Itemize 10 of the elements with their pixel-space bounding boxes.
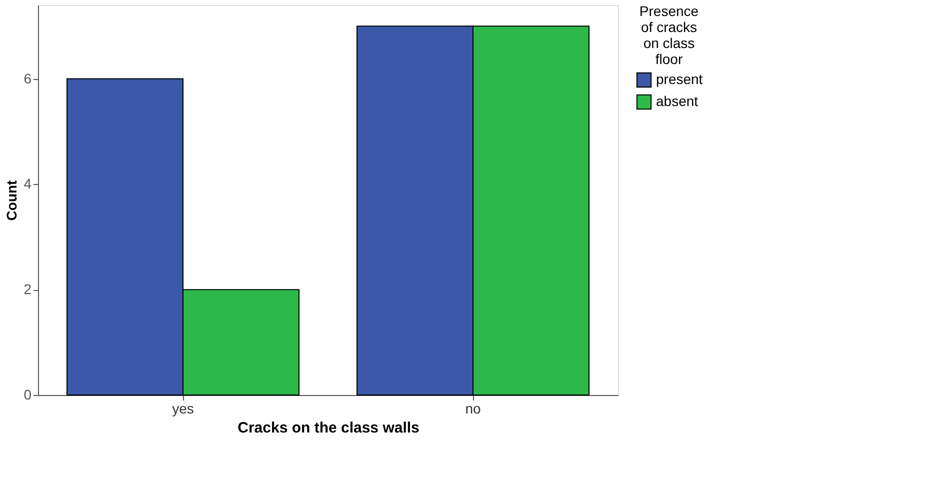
y-tick-label: 6 [24, 70, 32, 86]
y-tick-label: 0 [24, 386, 32, 402]
legend-label: present [656, 71, 703, 87]
y-tick-label: 2 [24, 281, 32, 298]
y-tick-label: 4 [24, 176, 32, 192]
x-tick-label: yes [172, 400, 194, 416]
x-tick-label: no [465, 400, 481, 416]
legend-label: absent [656, 93, 698, 109]
y-axis-title: Count [4, 180, 20, 221]
x-axis-title: Cracks on the class walls [238, 420, 420, 436]
